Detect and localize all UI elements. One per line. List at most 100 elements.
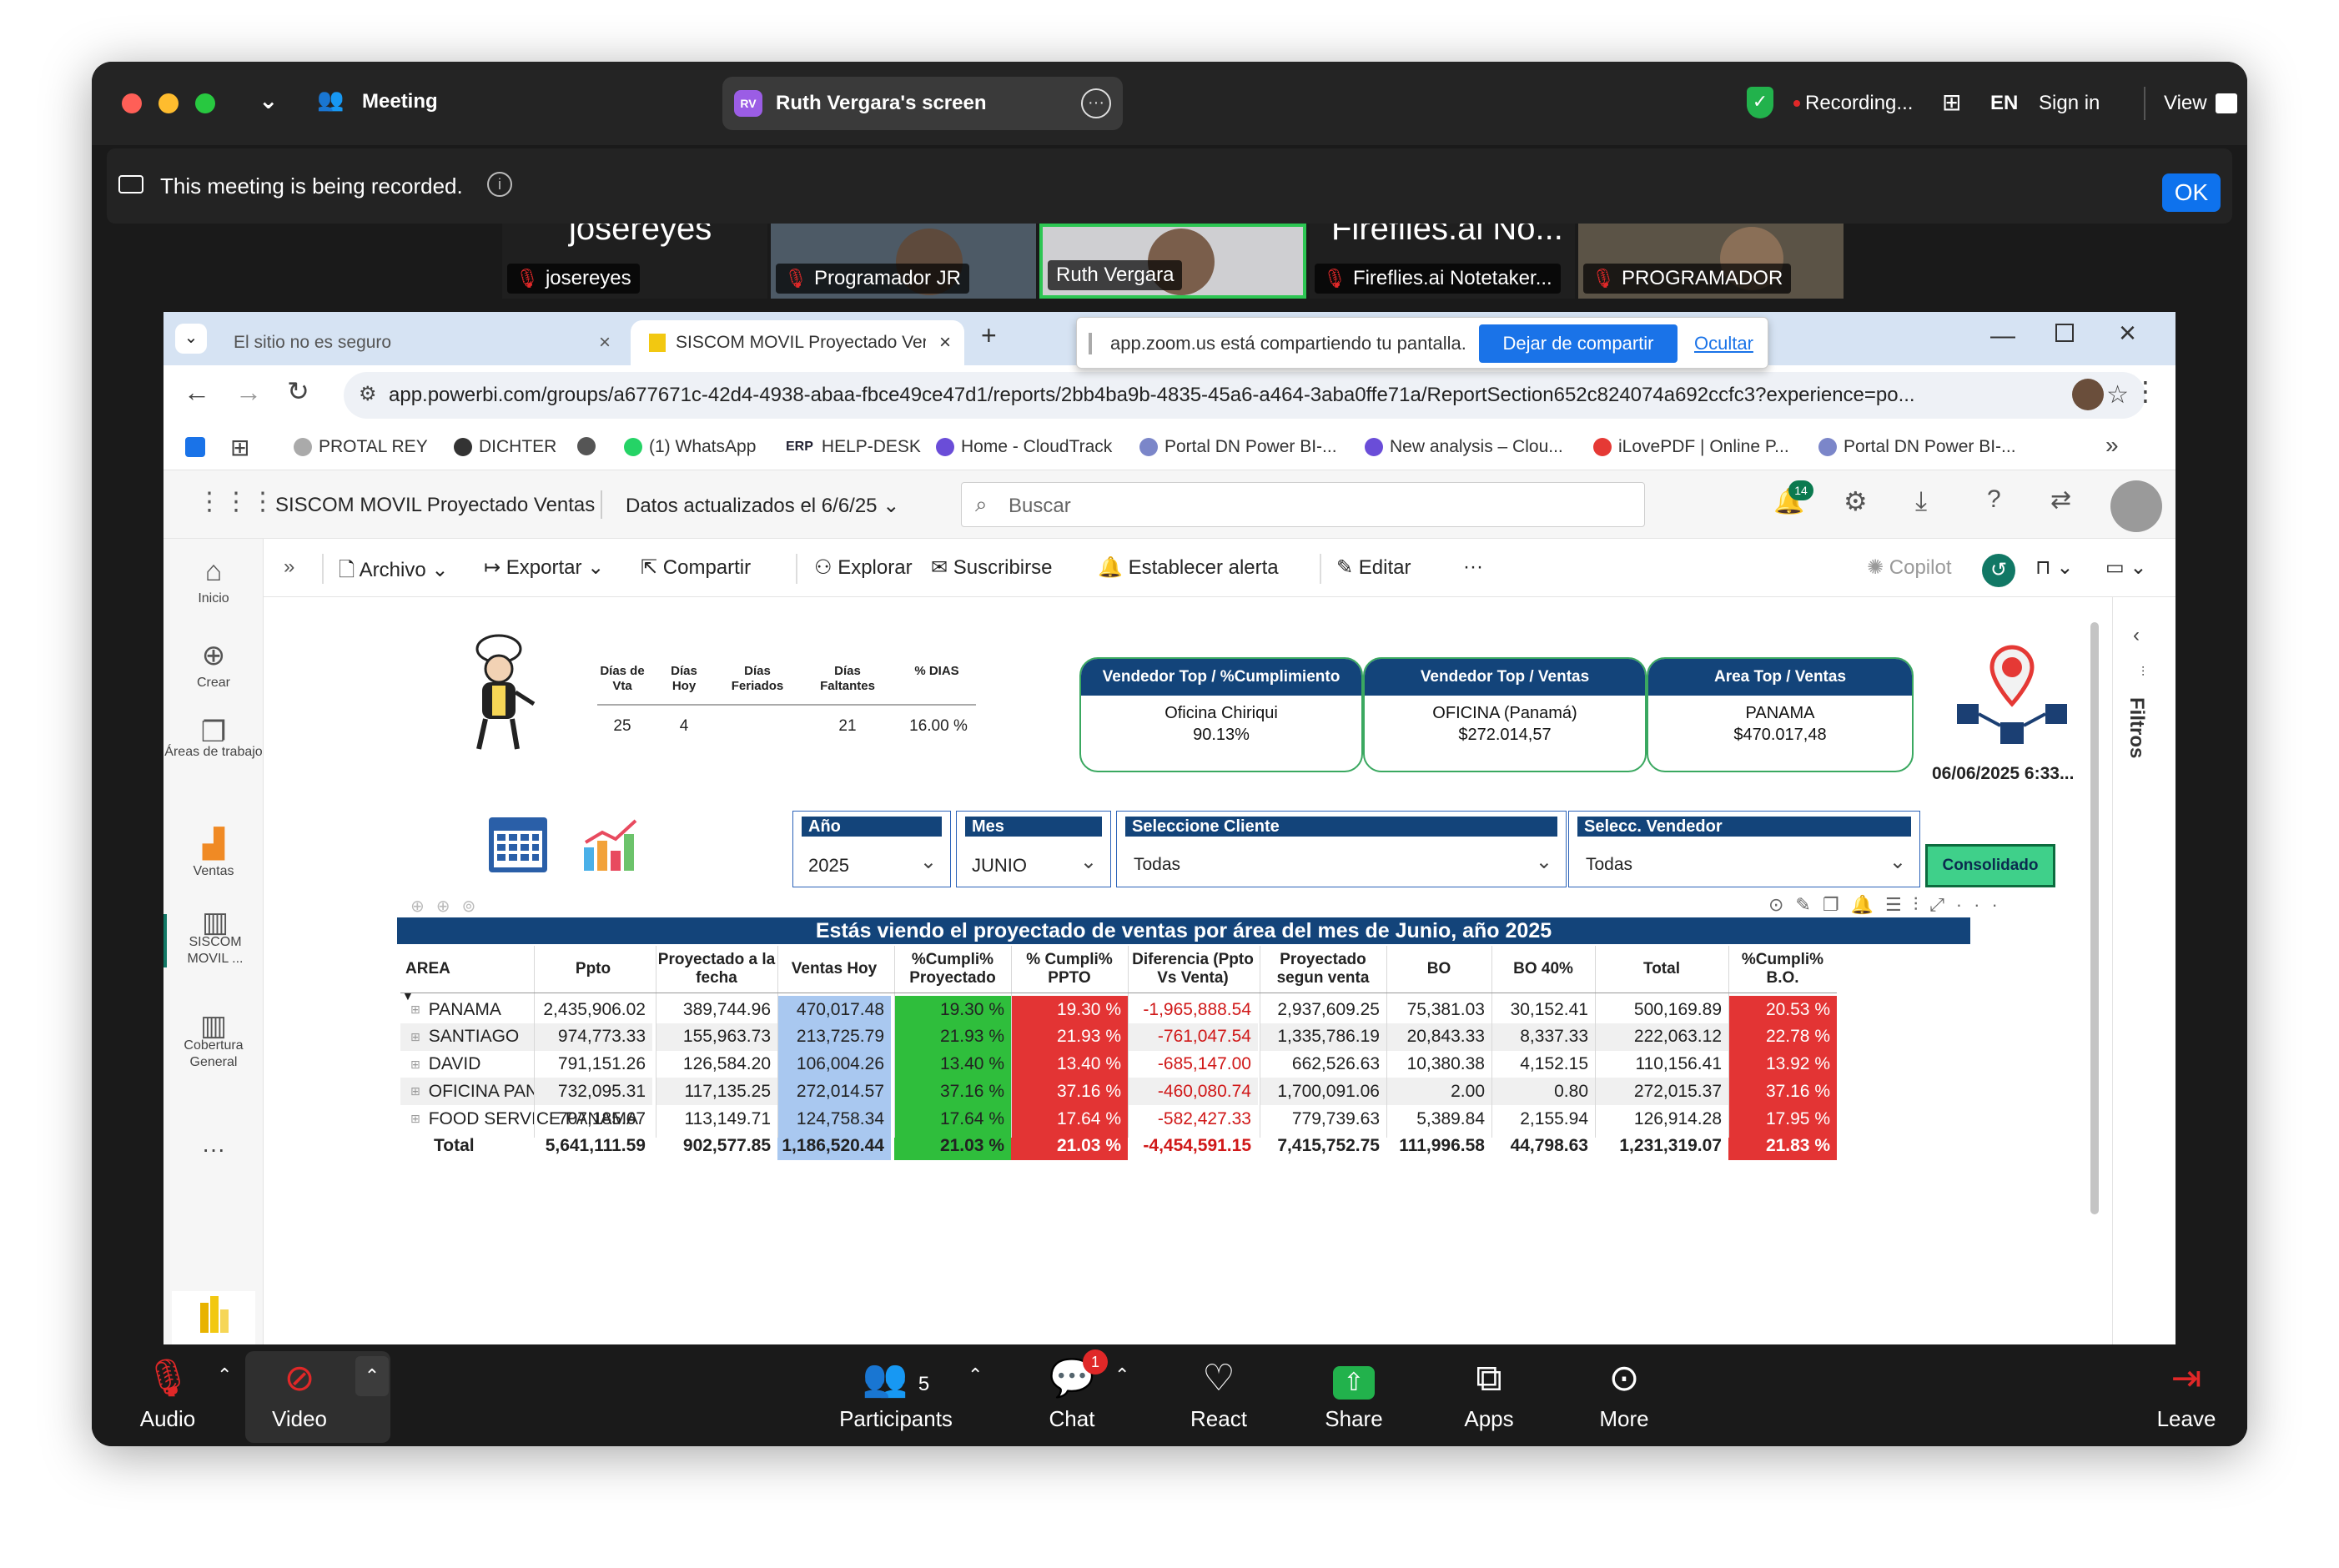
expand-row-icon[interactable]: ⊞ xyxy=(410,1029,420,1043)
calendar-icon[interactable] xyxy=(487,816,549,874)
col-header-total[interactable]: Total xyxy=(1643,960,1680,977)
url-text[interactable]: app.powerbi.com/groups/a677671c-42d4-493… xyxy=(389,384,1915,406)
rail-item-inicio[interactable]: ⌂ Inicio xyxy=(163,555,264,606)
col-header-ppto[interactable]: Ppto xyxy=(575,960,611,977)
consolidado-button[interactable]: Consolidado xyxy=(1925,844,2055,887)
bookmark-globe-icon[interactable] xyxy=(577,437,602,455)
kpi-card-seller-sales[interactable]: Vendedor Top / Ventas OFICINA (Panamá) $2… xyxy=(1363,657,1647,772)
report-scrollbar[interactable] xyxy=(2090,622,2099,1214)
kebab-menu-icon[interactable]: ⋮ xyxy=(2132,376,2159,406)
rail-item-workspaces[interactable]: ❐ Áreas de trabajo xyxy=(164,716,263,759)
close-tab-icon[interactable]: × xyxy=(598,331,611,354)
view-button[interactable]: View xyxy=(2164,92,2207,114)
bookmark-item[interactable]: Portal DN Power BI-... xyxy=(1818,437,2016,457)
hide-link[interactable]: Ocultar xyxy=(1694,333,1753,354)
explorar-button[interactable]: ⚇ Explorar xyxy=(814,556,913,579)
chevron-down-icon[interactable]: ⌄ xyxy=(1889,851,1906,873)
rail-item-siscom[interactable]: ▥ SISCOM MOVIL ... xyxy=(163,908,264,967)
view-grid-icon[interactable] xyxy=(2216,93,2237,113)
app-bookmark-icon[interactable] xyxy=(185,437,205,457)
forward-arrow-icon[interactable]: → xyxy=(235,377,262,407)
month-slicer[interactable]: Mes JUNIO ⌄ xyxy=(956,811,1111,887)
star-bookmark-icon[interactable]: ☆ xyxy=(2106,381,2129,409)
participant-tile-active[interactable]: Ruth Vergara xyxy=(1039,224,1306,299)
reset-icon[interactable]: ↺ xyxy=(1982,554,2015,587)
participant-tile[interactable]: 🎙 PROGRAMADOR xyxy=(1578,224,1844,299)
address-bar[interactable]: ⚙ app.powerbi.com/groups/a677671c-42d4-4… xyxy=(344,372,2145,419)
chat-options-chevron[interactable]: ⌃ xyxy=(1114,1364,1130,1385)
col-header-bo[interactable]: BO xyxy=(1426,960,1451,977)
col-header-proy-venta[interactable]: Proyectado segun venta xyxy=(1276,951,1370,987)
chevron-down-icon[interactable]: ⌄ xyxy=(259,88,279,113)
participants-options-chevron[interactable]: ⌃ xyxy=(968,1364,983,1385)
bookmark-item[interactable]: DICHTER xyxy=(454,437,556,457)
chevron-down-icon[interactable]: ⌄ xyxy=(1535,851,1552,873)
close-tab-icon[interactable]: × xyxy=(938,331,951,354)
react-button[interactable]: ♡ React xyxy=(1156,1356,1281,1432)
info-icon[interactable]: i xyxy=(487,172,512,197)
col-header-bo40[interactable]: BO 40% xyxy=(1513,960,1573,977)
shield-check-icon[interactable]: ✓ xyxy=(1747,87,1773,118)
sign-in-link[interactable]: Sign in xyxy=(2039,92,2100,114)
growth-chart-icon[interactable] xyxy=(581,814,642,874)
col-header-cumpli-ppto[interactable]: % Cumpli% PPTO xyxy=(1026,951,1113,987)
rail-item-cobertura[interactable]: ▥ Cobertura General xyxy=(163,1012,264,1071)
new-tab-button[interactable]: + xyxy=(981,320,997,350)
tab-search-icon[interactable]: ⌄ xyxy=(175,324,207,354)
seller-slicer[interactable]: Selecc. Vendedor Todas ⌄ xyxy=(1568,811,1920,887)
expand-row-icon[interactable]: ⊞ xyxy=(410,1003,420,1016)
chevron-down-icon[interactable]: ⌄ xyxy=(919,851,937,873)
exportar-menu[interactable]: ↦ Exportar ⌄ xyxy=(484,556,605,579)
tab-insecure-site[interactable]: El sitio no es seguro × xyxy=(234,331,611,354)
app-launcher-icon[interactable]: ⋮⋮⋮ xyxy=(197,488,277,515)
col-header-proyectado[interactable]: Proyectado a la fecha xyxy=(657,951,776,987)
bookmark-item[interactable]: (1) WhatsApp xyxy=(624,437,756,457)
expand-row-icon[interactable]: ⊞ xyxy=(410,1057,420,1071)
participants-button[interactable]: 👥 5 Participants xyxy=(812,1356,979,1432)
kpi-card-seller-pct[interactable]: Vendedor Top / %Cumplimiento Oficina Chi… xyxy=(1079,657,1363,772)
participant-tile[interactable]: josereyes 🎙 josereyes xyxy=(502,224,767,299)
apps-grid-icon[interactable]: ⊞ xyxy=(230,435,250,460)
participant-tile[interactable]: Fireflies.ai No... 🎙 Fireflies.ai Notetak… xyxy=(1310,224,1575,299)
video-button[interactable]: ⊘ Video xyxy=(245,1356,354,1432)
bookmark-item[interactable]: Home - CloudTrack xyxy=(936,437,1112,457)
more-options-icon[interactable]: ··· xyxy=(1463,555,1483,578)
gallery-grid-icon[interactable]: ⊞ xyxy=(1942,89,1962,115)
reload-icon[interactable]: ↻ xyxy=(287,376,309,406)
leave-button[interactable]: ⇥ Leave xyxy=(2124,1356,2247,1432)
minimize-icon[interactable]: — xyxy=(1990,322,2015,349)
user-avatar[interactable] xyxy=(2110,480,2162,532)
bookmark-item[interactable]: iLovePDF | Online P... xyxy=(1593,437,1789,457)
profile-avatar[interactable] xyxy=(2072,379,2104,410)
copilot-button[interactable]: ✺ Copilot xyxy=(1867,556,1952,579)
more-options-icon[interactable]: ··· xyxy=(1081,88,1111,118)
restore-icon[interactable] xyxy=(2055,324,2074,342)
more-bookmarks-icon[interactable]: » xyxy=(2105,432,2119,458)
filters-pane[interactable]: ‹ ⫶ Filtros xyxy=(2112,597,2176,1344)
compartir-button[interactable]: ⇱ Compartir xyxy=(641,556,752,579)
col-header-ventas-hoy[interactable]: Ventas Hoy xyxy=(791,960,878,977)
tab-active[interactable]: SISCOM MOVIL Proyectado Ver × xyxy=(631,320,964,365)
col-header-cumpli-proy[interactable]: %Cumpli% Proyectado xyxy=(909,951,996,987)
language-button[interactable]: EN xyxy=(1990,92,2019,114)
expand-pane-icon[interactable]: » xyxy=(284,555,295,578)
search-input[interactable]: ⌕ Buscar xyxy=(961,482,1645,527)
chevron-left-icon[interactable]: ‹ xyxy=(2133,624,2140,646)
feedback-icon[interactable]: ⇄ xyxy=(2050,486,2072,514)
recording-label[interactable]: Recording... xyxy=(1805,92,1914,114)
maximize-window-button[interactable] xyxy=(195,93,215,113)
help-icon[interactable]: ? xyxy=(1987,485,2001,513)
stop-sharing-button[interactable]: Dejar de compartir xyxy=(1479,324,1678,363)
drill-controls-icon[interactable]: ⊕⊕⊚ xyxy=(410,897,488,916)
video-options-chevron[interactable]: ⌃ xyxy=(355,1356,389,1396)
col-header-diferencia[interactable]: Diferencia (Ppto Vs Venta) xyxy=(1132,951,1254,987)
bookmark-item[interactable]: PROTAL REY xyxy=(294,437,428,457)
rail-item-ventas[interactable]: ▟ Ventas xyxy=(163,827,264,879)
apps-button[interactable]: ⧉ Apps xyxy=(1426,1356,1552,1432)
close-icon[interactable]: × xyxy=(2119,315,2137,349)
col-header-area[interactable]: AREA xyxy=(405,960,450,977)
bookmark-item[interactable]: Portal DN Power BI-... xyxy=(1139,437,1337,457)
chevron-down-icon[interactable]: ⌄ xyxy=(1079,851,1097,873)
visual-options-icon[interactable]: ⊙✎❐🔔☰⫶⤢··· xyxy=(1768,894,2010,915)
screen-share-pill[interactable]: RV Ruth Vergara's screen ··· xyxy=(722,77,1123,130)
